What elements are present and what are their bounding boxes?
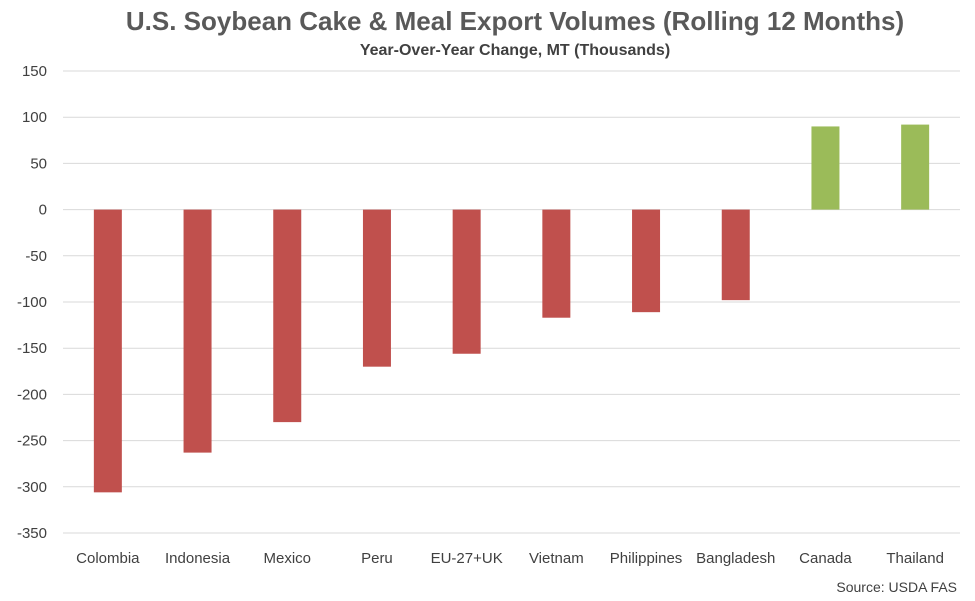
bar-peru [362,209,391,367]
x-tick-label: Thailand [886,550,944,567]
bar-indonesia [183,209,212,453]
y-tick-label: 0 [39,202,47,219]
y-axis-tick-labels: 150 100 50 0 -50 -100 -150 -200 -250 -300 -350 [17,63,47,542]
y-tick-label: -250 [17,433,47,450]
x-tick-label: Mexico [263,550,311,567]
source-note: Source: USDA FAS [836,579,957,595]
bar-mexico [273,209,302,423]
y-tick-label: 50 [30,155,47,172]
y-tick-label: -100 [17,294,47,311]
bar-eu-27-uk [452,209,481,354]
chart-subtitle: Year-Over-Year Change, MT (Thousands) [359,42,671,59]
chart-title: U.S. Soybean Cake & Meal Export Volumes … [125,6,905,36]
x-tick-label: Colombia [76,550,140,567]
bar-bangladesh [721,209,750,301]
gridlines [63,70,960,534]
y-tick-label: 100 [22,109,47,126]
x-tick-label: EU-27+UK [431,550,503,567]
bar-colombia [93,209,122,493]
x-tick-label: Vietnam [529,550,584,567]
y-tick-label: 150 [22,63,47,80]
x-tick-label: Bangladesh [696,550,775,567]
y-tick-label: -50 [25,248,47,265]
y-tick-label: -350 [17,525,47,542]
bar-vietnam [542,209,571,318]
x-axis-category-labels: Colombia Indonesia Mexico Peru EU-27+UK Vietn… [76,550,944,567]
y-tick-label: -150 [17,340,47,357]
bars [93,124,930,493]
bar-thailand [901,124,930,210]
x-tick-label: Canada [799,550,852,567]
y-tick-label: -200 [17,386,47,403]
x-tick-label: Philippines [610,550,683,567]
bar-philippines [632,209,661,313]
bar-canada [811,126,840,210]
x-tick-label: Peru [361,550,393,567]
y-tick-label: -300 [17,479,47,496]
x-tick-label: Indonesia [165,550,231,567]
